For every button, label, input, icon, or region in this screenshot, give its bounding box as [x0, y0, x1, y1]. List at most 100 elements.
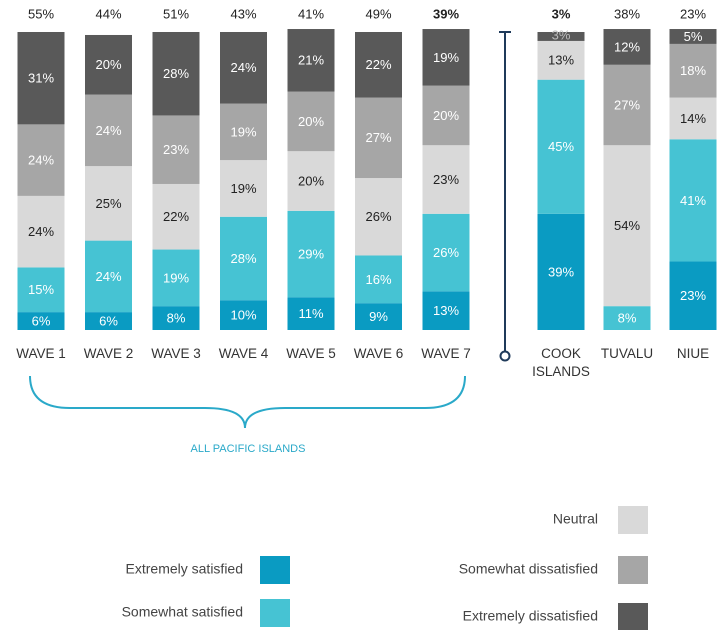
bar-segment [669, 43, 717, 98]
bar-segment [422, 145, 470, 214]
value-label: 29% [298, 246, 324, 261]
category-label: WAVE 7 [421, 346, 471, 361]
value-label: 54% [614, 218, 640, 233]
bar-segment [287, 151, 335, 211]
value-label: 12% [614, 39, 640, 54]
value-label: 27% [365, 130, 391, 145]
bar-segment [287, 29, 335, 92]
bar-segment [669, 261, 717, 330]
bar-segment [422, 213, 470, 292]
bar-segment [422, 291, 470, 330]
divider-end [499, 350, 511, 362]
bar-segment [220, 216, 267, 301]
bar-segment [537, 213, 585, 330]
value-label: 22% [163, 209, 189, 224]
bar-segment [355, 255, 402, 304]
bar-segment [355, 97, 402, 179]
value-label: 24% [230, 60, 256, 75]
bar-segment [220, 32, 267, 104]
value-label: 11% [298, 306, 323, 321]
value-label: 20% [298, 114, 324, 129]
total-label: 38% [614, 6, 640, 21]
category-label: TUVALU [600, 346, 654, 361]
value-label: 19% [433, 50, 459, 65]
category-label: WAVE 2 [83, 346, 134, 361]
bar-segment [537, 32, 585, 41]
category-label: NIUE [676, 346, 710, 361]
category-label: WAVE 5 [286, 346, 336, 361]
value-label: 8% [618, 311, 637, 326]
bar-segment [85, 240, 132, 313]
bar-segment [355, 303, 402, 330]
bar-segment [669, 97, 717, 140]
value-label: 39% [548, 264, 574, 279]
bar-segment [85, 312, 132, 330]
total-label: 51% [163, 6, 189, 21]
value-label: 26% [433, 245, 459, 260]
category-label: WAVE 6 [353, 346, 404, 361]
category-label: COOK ISLANDS [532, 346, 590, 379]
annotation: ALL PACIFIC ISLANDS [191, 443, 306, 455]
value-label: 28% [163, 66, 189, 81]
value-label: 24% [95, 123, 121, 138]
bar-segment [152, 249, 200, 307]
bar-segment [603, 145, 651, 307]
bar-segment [287, 91, 335, 152]
value-label: 3% [552, 27, 571, 42]
value-label: 45% [548, 139, 574, 154]
value-label: 23% [163, 142, 189, 157]
bar-segment [85, 166, 132, 241]
value-label: 23% [680, 288, 706, 303]
value-label: 9% [369, 309, 388, 324]
legend-label: Somewhat satisfied [122, 604, 243, 620]
bar-segment [17, 32, 65, 125]
legend-swatch [618, 506, 648, 534]
category-label: WAVE 3 [151, 346, 201, 361]
value-label: 22% [365, 57, 391, 72]
bar-segment [152, 32, 200, 116]
bar-segment [152, 115, 200, 184]
bar-segment [669, 29, 717, 44]
value-label: 14% [680, 111, 706, 126]
bar-segment [287, 210, 335, 298]
value-label: 15% [28, 282, 54, 297]
value-label: 24% [28, 153, 54, 168]
legend-swatch [260, 599, 290, 627]
value-label: 10% [230, 308, 256, 323]
bar-segment [355, 178, 402, 256]
value-label: 13% [548, 53, 574, 68]
total-label: 43% [230, 6, 256, 21]
value-label: 6% [99, 313, 118, 328]
value-label: 18% [680, 63, 706, 78]
value-label: 25% [95, 196, 121, 211]
category-label: WAVE 4 [218, 346, 269, 361]
bar-segment [537, 40, 585, 80]
value-label: 13% [433, 303, 459, 318]
bar-segment [669, 139, 717, 262]
value-label: 8% [167, 311, 186, 326]
total-label: 23% [680, 6, 706, 21]
bar-segment [422, 85, 470, 146]
legend-swatch [618, 603, 648, 630]
value-label: 27% [614, 97, 640, 112]
legend-swatch [260, 556, 290, 584]
value-label: 41% [680, 193, 706, 208]
value-label: 26% [365, 209, 391, 224]
bar-segment [220, 300, 267, 330]
total-label: 55% [28, 6, 54, 21]
bar-segment [220, 160, 267, 217]
legend-label: Extremely satisfied [126, 561, 243, 577]
legend-swatch [618, 556, 648, 584]
value-label: 19% [230, 181, 256, 196]
bar-segment [17, 267, 65, 313]
value-label: 23% [433, 172, 459, 187]
bar-segment [355, 32, 402, 98]
bar-segment [422, 29, 470, 86]
bar-segment [17, 312, 65, 330]
total-label: 49% [365, 6, 391, 21]
value-label: 24% [28, 224, 54, 239]
category-label: WAVE 1 [16, 346, 66, 361]
value-label: 21% [298, 53, 324, 68]
value-label: 16% [365, 272, 391, 287]
